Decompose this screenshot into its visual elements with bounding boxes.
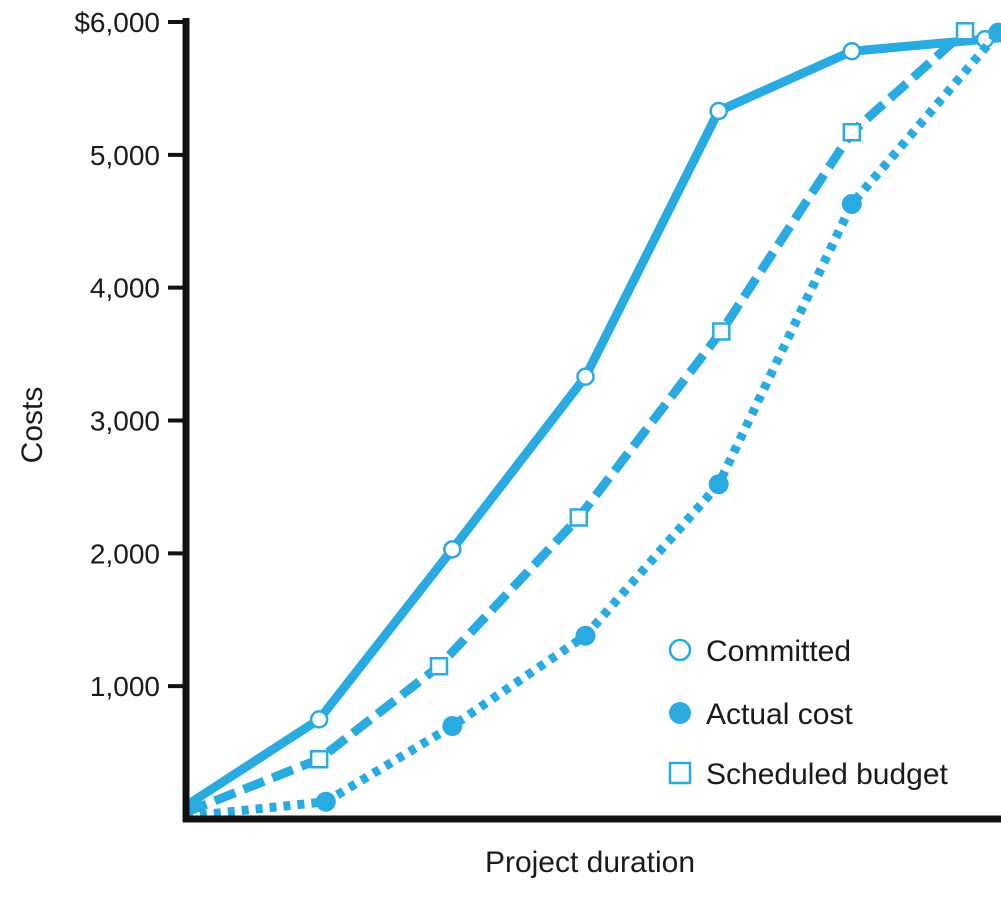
committed-point: [309, 710, 329, 729]
y-axis-title: Costs: [16, 387, 49, 464]
y-tick-label: $6,000: [74, 7, 160, 38]
y-tick-label: 2,000: [90, 538, 160, 569]
scheduled-budget-point: [569, 508, 589, 527]
scheduled-budget-series: [184, 22, 975, 817]
axes: [182, 18, 1001, 823]
committed-point: [443, 540, 462, 559]
actual-cost-point: [442, 716, 463, 737]
y-tick-label: 5,000: [90, 140, 160, 171]
scheduled-budget-point: [309, 749, 329, 769]
y-tick-label: 3,000: [90, 406, 160, 437]
actual-cost-point: [708, 474, 729, 495]
scheduled-budget-point: [842, 123, 862, 142]
committed-point: [709, 101, 728, 121]
legend-marker: [668, 761, 692, 785]
x-axis-title: Project duration: [485, 846, 695, 879]
legend-label: Actual cost: [706, 698, 853, 731]
legend-marker: [668, 638, 692, 662]
actual-cost-point: [988, 22, 1001, 43]
scheduled-budget-line: [184, 27, 969, 817]
committed-point: [842, 41, 862, 61]
y-tick-label: 1,000: [90, 671, 160, 702]
scheduled-budget-point: [955, 22, 975, 41]
actual-cost-series: [185, 22, 1001, 821]
y-tick-label: 4,000: [90, 273, 160, 304]
committed-series: [183, 30, 995, 810]
legend: Committed Actual cost Scheduled budget: [668, 635, 949, 791]
legend-label: Scheduled budget: [706, 758, 949, 791]
legend-item: Actual cost: [669, 698, 853, 731]
legend-label: Committed: [706, 635, 851, 668]
actual-cost-point: [841, 193, 862, 214]
legend-item: Committed: [668, 635, 851, 668]
actual-cost-point: [315, 791, 336, 812]
scheduled-budget-point: [429, 656, 449, 676]
actual-cost-line: [185, 29, 1001, 821]
series-layer: [183, 22, 1001, 821]
actual-cost-point: [575, 625, 596, 646]
scheduled-budget-point: [712, 322, 731, 341]
committed-point: [576, 367, 595, 386]
legend-marker: [669, 702, 691, 724]
committed-line: [183, 34, 986, 810]
legend-item: Scheduled budget: [668, 758, 949, 791]
y-axis-ticks: 1,000 2,000 3,000 4,000 5,000 $6,000: [74, 7, 186, 702]
